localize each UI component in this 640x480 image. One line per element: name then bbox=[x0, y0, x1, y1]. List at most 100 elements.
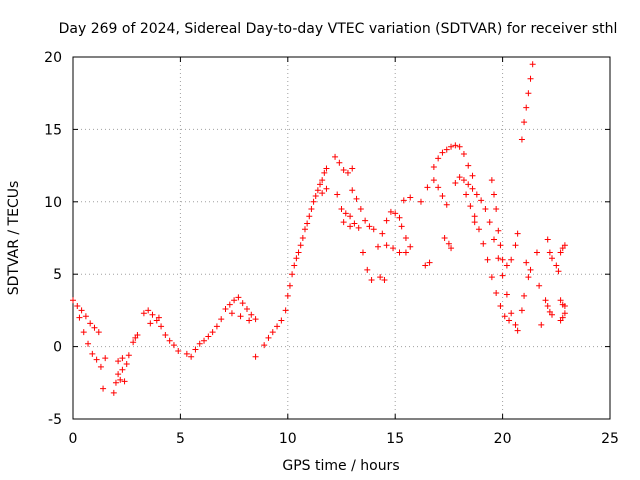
data-point bbox=[301, 226, 308, 233]
data-point bbox=[321, 169, 328, 176]
data-point bbox=[293, 255, 300, 262]
data-point bbox=[370, 226, 377, 233]
data-point bbox=[499, 256, 506, 263]
data-point bbox=[407, 194, 414, 201]
data-point bbox=[112, 379, 119, 386]
data-point bbox=[422, 262, 429, 269]
data-point bbox=[544, 236, 551, 243]
data-point bbox=[456, 174, 463, 181]
data-point bbox=[491, 191, 498, 198]
data-point bbox=[110, 389, 117, 396]
data-point bbox=[78, 307, 85, 314]
data-point bbox=[392, 210, 399, 217]
data-point bbox=[475, 226, 482, 233]
data-point bbox=[402, 249, 409, 256]
data-point bbox=[430, 177, 437, 184]
data-point bbox=[435, 155, 442, 162]
data-point bbox=[282, 307, 289, 314]
x-tick-label: 15 bbox=[386, 431, 404, 447]
data-point bbox=[344, 169, 351, 176]
data-point bbox=[304, 220, 311, 227]
data-point bbox=[508, 256, 515, 263]
data-point bbox=[486, 219, 493, 226]
data-point bbox=[557, 249, 564, 256]
data-point bbox=[102, 355, 109, 362]
data-point bbox=[527, 75, 534, 82]
data-point bbox=[368, 276, 375, 283]
x-tick-label: 10 bbox=[279, 431, 297, 447]
data-point bbox=[231, 297, 238, 304]
data-point bbox=[506, 317, 513, 324]
data-point bbox=[443, 201, 450, 208]
data-point bbox=[387, 208, 394, 215]
data-point bbox=[480, 240, 487, 247]
data-point bbox=[407, 243, 414, 250]
data-point bbox=[396, 214, 403, 221]
data-point bbox=[145, 307, 152, 314]
data-point bbox=[499, 272, 506, 279]
data-point bbox=[183, 350, 190, 357]
data-point bbox=[471, 219, 478, 226]
data-point bbox=[521, 292, 528, 299]
data-point bbox=[289, 271, 296, 278]
data-point bbox=[269, 329, 276, 336]
x-tick-label: 25 bbox=[601, 431, 619, 447]
data-point bbox=[261, 342, 268, 349]
data-point bbox=[379, 230, 386, 237]
data-point bbox=[523, 104, 530, 111]
y-tick-label: 5 bbox=[53, 267, 62, 283]
data-point bbox=[452, 142, 459, 149]
data-point bbox=[82, 313, 89, 320]
data-point bbox=[192, 346, 199, 353]
data-point bbox=[527, 266, 534, 273]
data-point bbox=[121, 378, 128, 385]
data-point bbox=[521, 119, 528, 126]
data-point bbox=[390, 245, 397, 252]
data-point bbox=[243, 305, 250, 312]
data-point bbox=[284, 292, 291, 299]
data-point bbox=[448, 143, 455, 150]
data-point bbox=[205, 333, 212, 340]
data-point bbox=[396, 249, 403, 256]
data-point bbox=[140, 310, 147, 317]
data-point bbox=[544, 303, 551, 310]
data-point bbox=[347, 213, 354, 220]
data-point bbox=[383, 217, 390, 224]
data-point bbox=[473, 191, 480, 198]
data-point bbox=[119, 355, 126, 362]
data-point bbox=[469, 185, 476, 192]
x-tick-label: 20 bbox=[494, 431, 512, 447]
data-point bbox=[213, 323, 220, 330]
data-point bbox=[501, 313, 508, 320]
data-point bbox=[252, 316, 259, 323]
data-point bbox=[366, 223, 373, 230]
data-point bbox=[226, 301, 233, 308]
data-point bbox=[467, 203, 474, 210]
data-point bbox=[381, 276, 388, 283]
data-point bbox=[115, 371, 122, 378]
plot-frame bbox=[72, 56, 611, 420]
data-point bbox=[465, 162, 472, 169]
data-point bbox=[497, 303, 504, 310]
data-point bbox=[299, 235, 306, 241]
data-point bbox=[188, 353, 195, 360]
data-point bbox=[471, 213, 478, 220]
data-points bbox=[70, 61, 568, 396]
data-point bbox=[349, 187, 356, 194]
data-point bbox=[237, 313, 244, 320]
data-point bbox=[351, 220, 358, 227]
data-point bbox=[383, 242, 390, 249]
data-point bbox=[76, 314, 83, 321]
x-tick-label: 5 bbox=[176, 431, 185, 447]
data-point bbox=[170, 342, 177, 349]
data-point bbox=[278, 317, 285, 324]
data-point bbox=[134, 332, 141, 339]
data-point bbox=[523, 259, 530, 266]
data-point bbox=[175, 347, 182, 354]
data-point bbox=[74, 303, 81, 310]
data-point bbox=[201, 337, 208, 344]
data-point bbox=[443, 146, 450, 153]
data-point bbox=[514, 230, 521, 237]
data-point bbox=[286, 282, 293, 289]
